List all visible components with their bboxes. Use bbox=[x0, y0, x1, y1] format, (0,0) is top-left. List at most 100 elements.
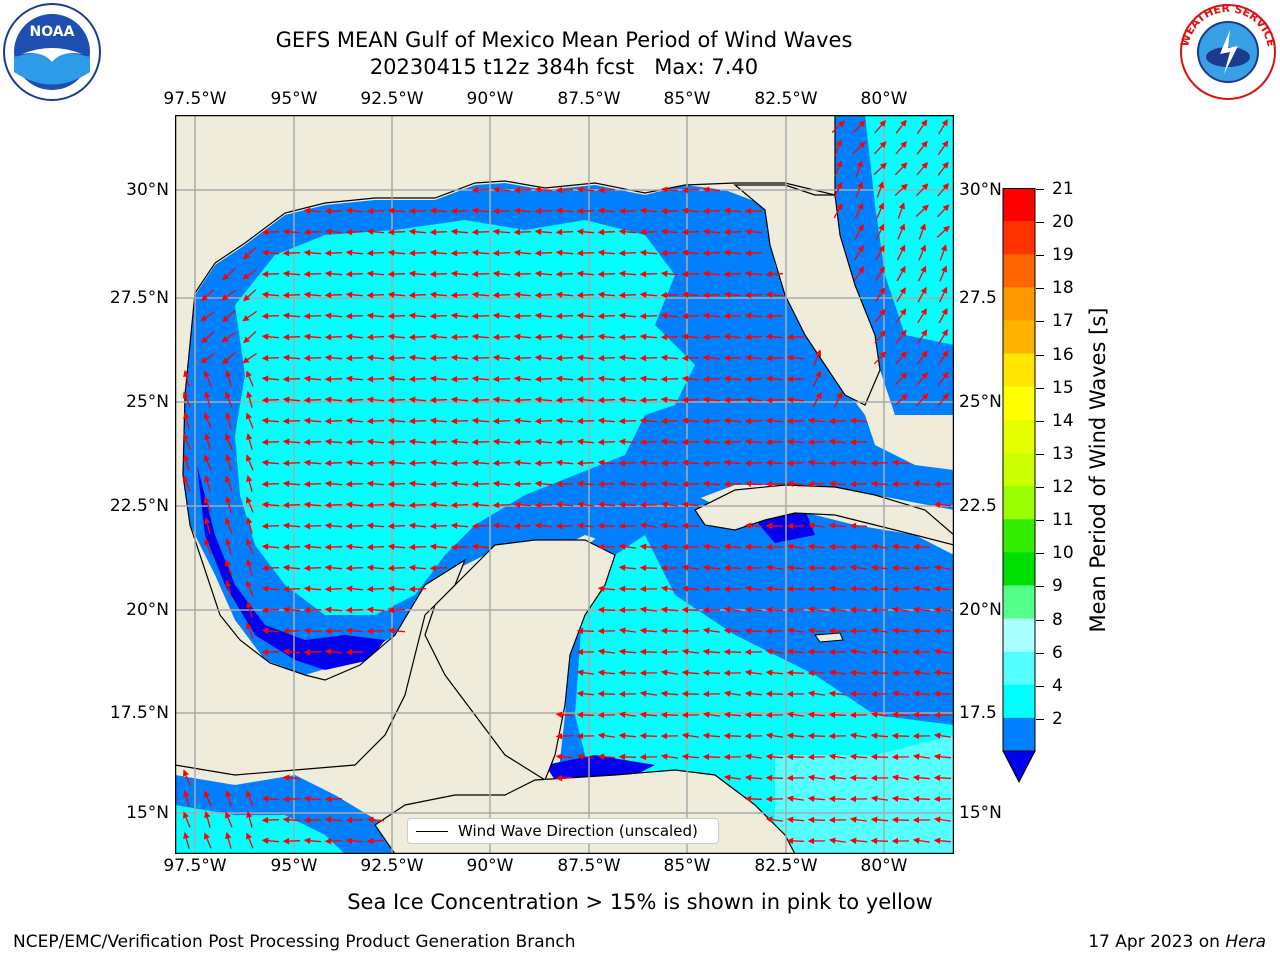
colorbar-tick-mark bbox=[1036, 520, 1044, 522]
wind-wave-arrow bbox=[282, 774, 301, 781]
wind-wave-arrow bbox=[387, 438, 406, 446]
wind-wave-arrow bbox=[387, 522, 406, 530]
wind-wave-arrow bbox=[345, 270, 364, 278]
wind-wave-arrow bbox=[408, 417, 427, 425]
wind-wave-arrow bbox=[894, 183, 908, 196]
wind-wave-arrow bbox=[874, 120, 887, 134]
wind-wave-arrow bbox=[225, 412, 232, 429]
wind-wave-arrow bbox=[916, 140, 928, 155]
wind-wave-arrow bbox=[702, 564, 721, 571]
wind-wave-arrow bbox=[450, 459, 469, 467]
wind-wave-arrow bbox=[807, 480, 826, 488]
wind-wave-arrow bbox=[681, 207, 700, 214]
wind-wave-arrow bbox=[744, 354, 763, 361]
wind-wave-arrow bbox=[702, 417, 721, 425]
wind-wave-arrow bbox=[366, 354, 385, 361]
wind-wave-arrow bbox=[765, 585, 784, 592]
wind-wave-arrow bbox=[224, 517, 233, 534]
wind-wave-arrow bbox=[786, 438, 805, 445]
wind-wave-arrow bbox=[576, 480, 595, 487]
map-legend: Wind Wave Direction (unscaled) bbox=[407, 818, 719, 844]
wind-wave-arrow bbox=[513, 291, 532, 298]
wind-wave-arrow bbox=[681, 564, 699, 571]
wind-wave-arrow bbox=[513, 480, 532, 488]
wind-wave-arrow bbox=[450, 396, 469, 403]
wind-wave-arrow bbox=[876, 181, 884, 198]
wind-wave-arrow bbox=[261, 270, 280, 278]
wind-wave-arrow bbox=[183, 412, 190, 429]
lat-tick-right: 25°N bbox=[959, 392, 1002, 412]
wind-wave-arrow bbox=[618, 501, 637, 509]
lon-tick-top: 87.5°W bbox=[557, 89, 621, 109]
wind-wave-arrow bbox=[723, 417, 742, 424]
wind-wave-arrow bbox=[828, 753, 846, 760]
wind-wave-arrow bbox=[660, 375, 679, 383]
wind-wave-arrow bbox=[660, 753, 678, 760]
wind-wave-arrow bbox=[261, 228, 280, 236]
wind-wave-arrow bbox=[744, 711, 763, 719]
wind-wave-arrow bbox=[807, 627, 826, 634]
colorbar-tick-mark bbox=[1036, 288, 1044, 290]
lon-tick-bottom: 95°W bbox=[270, 856, 318, 876]
wind-wave-arrow bbox=[891, 795, 910, 802]
wind-wave-arrow bbox=[366, 207, 385, 215]
wind-wave-arrow bbox=[807, 711, 826, 718]
wind-wave-arrow bbox=[912, 480, 931, 487]
colorbar-segment bbox=[1003, 452, 1035, 487]
wind-wave-arrow bbox=[282, 396, 301, 403]
wind-wave-arrow bbox=[261, 522, 280, 530]
wind-wave-arrow bbox=[576, 312, 595, 319]
wind-wave-arrow bbox=[345, 438, 364, 446]
wind-wave-arrow bbox=[597, 291, 616, 298]
wind-wave-arrow bbox=[366, 270, 385, 277]
wind-wave-arrow bbox=[807, 543, 826, 550]
wind-wave-arrow bbox=[513, 207, 532, 214]
wind-wave-arrow bbox=[534, 291, 553, 299]
wind-wave-arrow bbox=[786, 459, 805, 467]
wind-wave-arrow bbox=[702, 480, 721, 487]
wind-wave-arrow bbox=[915, 204, 929, 217]
lon-tick-top: 92.5°W bbox=[360, 89, 424, 109]
wind-wave-arrow bbox=[282, 249, 301, 257]
wind-wave-arrow bbox=[702, 396, 721, 403]
wind-wave-arrow bbox=[702, 753, 721, 761]
wind-wave-arrow bbox=[917, 265, 927, 282]
wind-wave-arrow bbox=[618, 669, 637, 677]
wind-wave-arrow bbox=[786, 564, 805, 571]
wind-wave-arrow bbox=[849, 606, 868, 614]
wind-wave-arrow bbox=[849, 816, 867, 823]
wind-wave-arrow bbox=[702, 543, 720, 550]
wind-wave-arrow bbox=[681, 396, 700, 404]
colorbar-segment bbox=[1003, 386, 1035, 421]
colorbar-segment bbox=[1003, 221, 1035, 255]
wind-wave-arrow bbox=[245, 622, 254, 639]
wind-wave-arrow bbox=[937, 350, 949, 365]
colorbar-tick-label: 9 bbox=[1052, 576, 1063, 597]
lon-tick-bottom: 92.5°W bbox=[360, 856, 424, 876]
wind-wave-arrow bbox=[261, 375, 280, 382]
wind-wave-arrow bbox=[224, 559, 233, 576]
wind-wave-arrow bbox=[576, 270, 595, 277]
wind-wave-arrow bbox=[242, 268, 257, 280]
wind-wave-arrow bbox=[854, 245, 864, 261]
wind-wave-arrow bbox=[387, 585, 406, 592]
wind-wave-arrow bbox=[618, 438, 637, 445]
wind-wave-arrow bbox=[387, 396, 406, 404]
wind-wave-arrow bbox=[345, 396, 364, 404]
wind-wave-arrow bbox=[933, 564, 951, 571]
wind-wave-arrow bbox=[303, 522, 322, 530]
wind-wave-arrow bbox=[408, 249, 427, 257]
wind-wave-arrow bbox=[831, 120, 845, 133]
wind-wave-arrow bbox=[828, 669, 846, 676]
wind-wave-arrow bbox=[681, 648, 699, 655]
wind-wave-arrow bbox=[513, 312, 532, 320]
wind-wave-arrow bbox=[681, 438, 700, 446]
wind-wave-arrow bbox=[471, 459, 490, 466]
wind-wave-arrow bbox=[937, 140, 949, 155]
wind-wave-arrow bbox=[744, 480, 763, 487]
wind-wave-arrow bbox=[450, 228, 469, 235]
wind-wave-arrow bbox=[681, 501, 700, 508]
wind-wave-arrow bbox=[597, 396, 616, 404]
wind-wave-arrow bbox=[324, 837, 343, 845]
wind-wave-arrow bbox=[744, 690, 763, 697]
